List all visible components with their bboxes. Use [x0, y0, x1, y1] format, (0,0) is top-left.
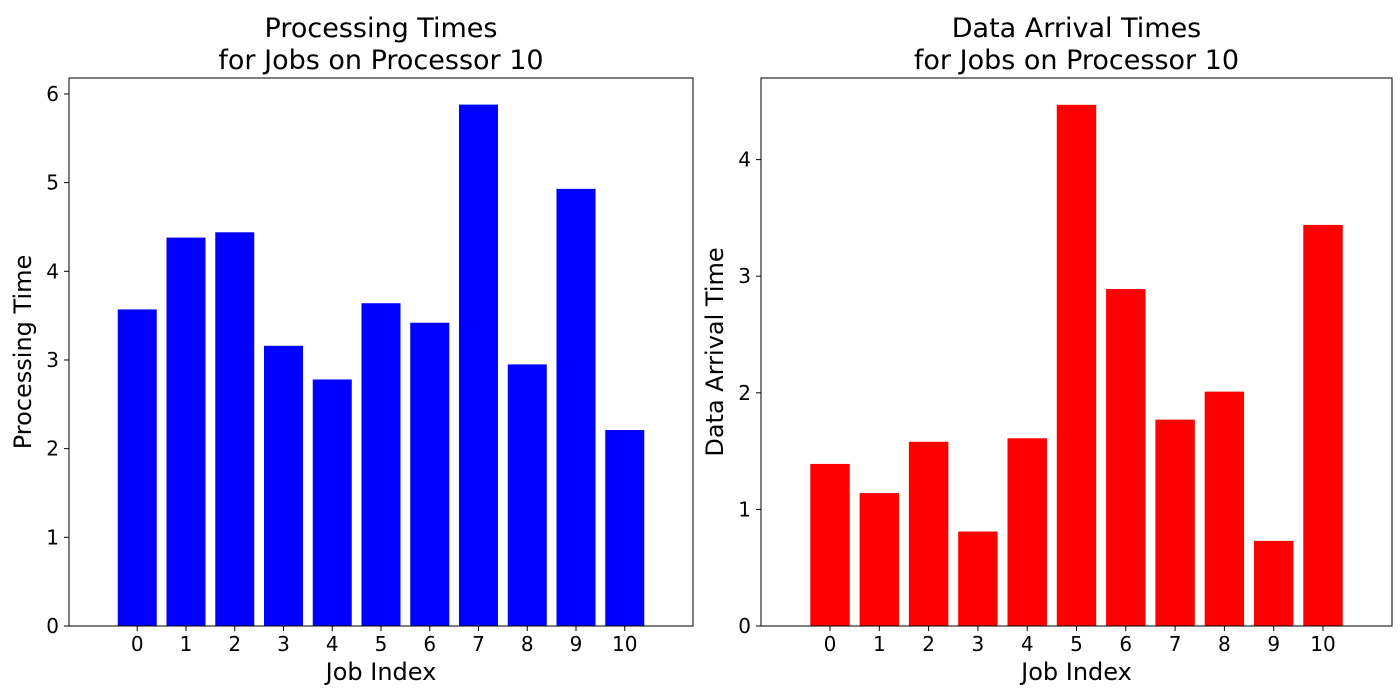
processing-x-tick-label: 9 [570, 632, 583, 656]
processing-bar-2 [215, 232, 255, 627]
arrival-chart-title-line-2: for Jobs on Processor 10 [914, 45, 1239, 76]
processing-bar-6 [410, 322, 450, 626]
arrival-bar-1 [859, 493, 900, 626]
processing-y-tick-label: 3 [46, 348, 59, 372]
processing-bar-8 [507, 364, 547, 626]
processing-x-tick-label: 2 [228, 632, 241, 656]
processing-x-tick-label: 3 [277, 632, 290, 656]
processing-x-tick-label: 0 [131, 632, 144, 656]
processing-bar-5 [361, 303, 401, 626]
arrival-x-tick-label: 6 [1119, 632, 1132, 656]
arrival-bar-4 [1007, 438, 1047, 626]
arrival-x-tick-label: 10 [1310, 632, 1335, 656]
arrival-y-tick-label: 2 [738, 381, 751, 405]
arrival-x-tick-label: 2 [922, 632, 935, 656]
processing-y-tick-label: 5 [46, 171, 59, 195]
processing-y-tick-label: 2 [46, 437, 59, 461]
processing-x-tick-label: 10 [612, 632, 637, 656]
arrival-bar-3 [958, 531, 998, 626]
processing-y-tick-label: 0 [46, 614, 59, 638]
arrival-x-tick-label: 4 [1021, 632, 1034, 656]
arrival-y-tick-label: 0 [738, 614, 751, 638]
processing-bar-4 [312, 379, 352, 626]
processing-bar-9 [556, 188, 596, 626]
processing-bar-1 [166, 237, 206, 627]
arrival-x-tick-label: 3 [972, 632, 985, 656]
arrival-bar-9 [1253, 540, 1294, 626]
processing-x-tick-label: 5 [375, 632, 388, 656]
arrival-x-tick-label: 0 [824, 632, 837, 656]
arrival-x-tick-label: 8 [1218, 632, 1231, 656]
processing-y-axis-label: Processing Time [9, 255, 37, 450]
arrival-bar-10 [1303, 224, 1343, 626]
processing-x-tick-label: 7 [472, 632, 485, 656]
processing-x-tick-label: 1 [180, 632, 193, 656]
processing-chart-title-line-1: Processing Times [265, 13, 498, 44]
arrival-y-axis-label: Data Arrival Time [701, 247, 729, 456]
processing-x-axis-label: Job Index [324, 658, 437, 686]
arrival-bar-8 [1204, 391, 1245, 626]
arrival-bar-0 [810, 463, 850, 626]
processing-x-tick-label: 8 [521, 632, 534, 656]
arrival-bar-2 [908, 441, 949, 626]
arrival-y-tick-label: 3 [738, 264, 751, 288]
processing-y-tick-label: 1 [46, 525, 59, 549]
arrival-x-tick-label: 5 [1070, 632, 1083, 656]
arrival-bar-6 [1106, 289, 1146, 626]
arrival-x-axis-label: Job Index [1019, 658, 1132, 686]
processing-x-tick-label: 4 [326, 632, 339, 656]
arrival-chart-title-line-1: Data Arrival Times [952, 13, 1202, 44]
processing-bar-10 [605, 430, 645, 626]
processing-bar-7 [459, 104, 498, 627]
processing-bar-3 [264, 345, 303, 626]
arrival-y-tick-label: 4 [738, 148, 751, 172]
processing-x-tick-label: 6 [423, 632, 436, 656]
processing-y-tick-label: 4 [46, 259, 59, 283]
processing-bar-0 [117, 309, 157, 626]
processing-chart-title-line-2: for Jobs on Processor 10 [218, 45, 543, 76]
arrival-bar-5 [1056, 104, 1097, 626]
arrival-x-tick-label: 1 [873, 632, 886, 656]
processing-y-tick-label: 6 [46, 82, 59, 106]
arrival-bar-7 [1155, 419, 1195, 626]
arrival-y-tick-label: 1 [738, 497, 751, 521]
arrival-x-tick-label: 9 [1267, 632, 1280, 656]
arrival-x-tick-label: 7 [1169, 632, 1182, 656]
